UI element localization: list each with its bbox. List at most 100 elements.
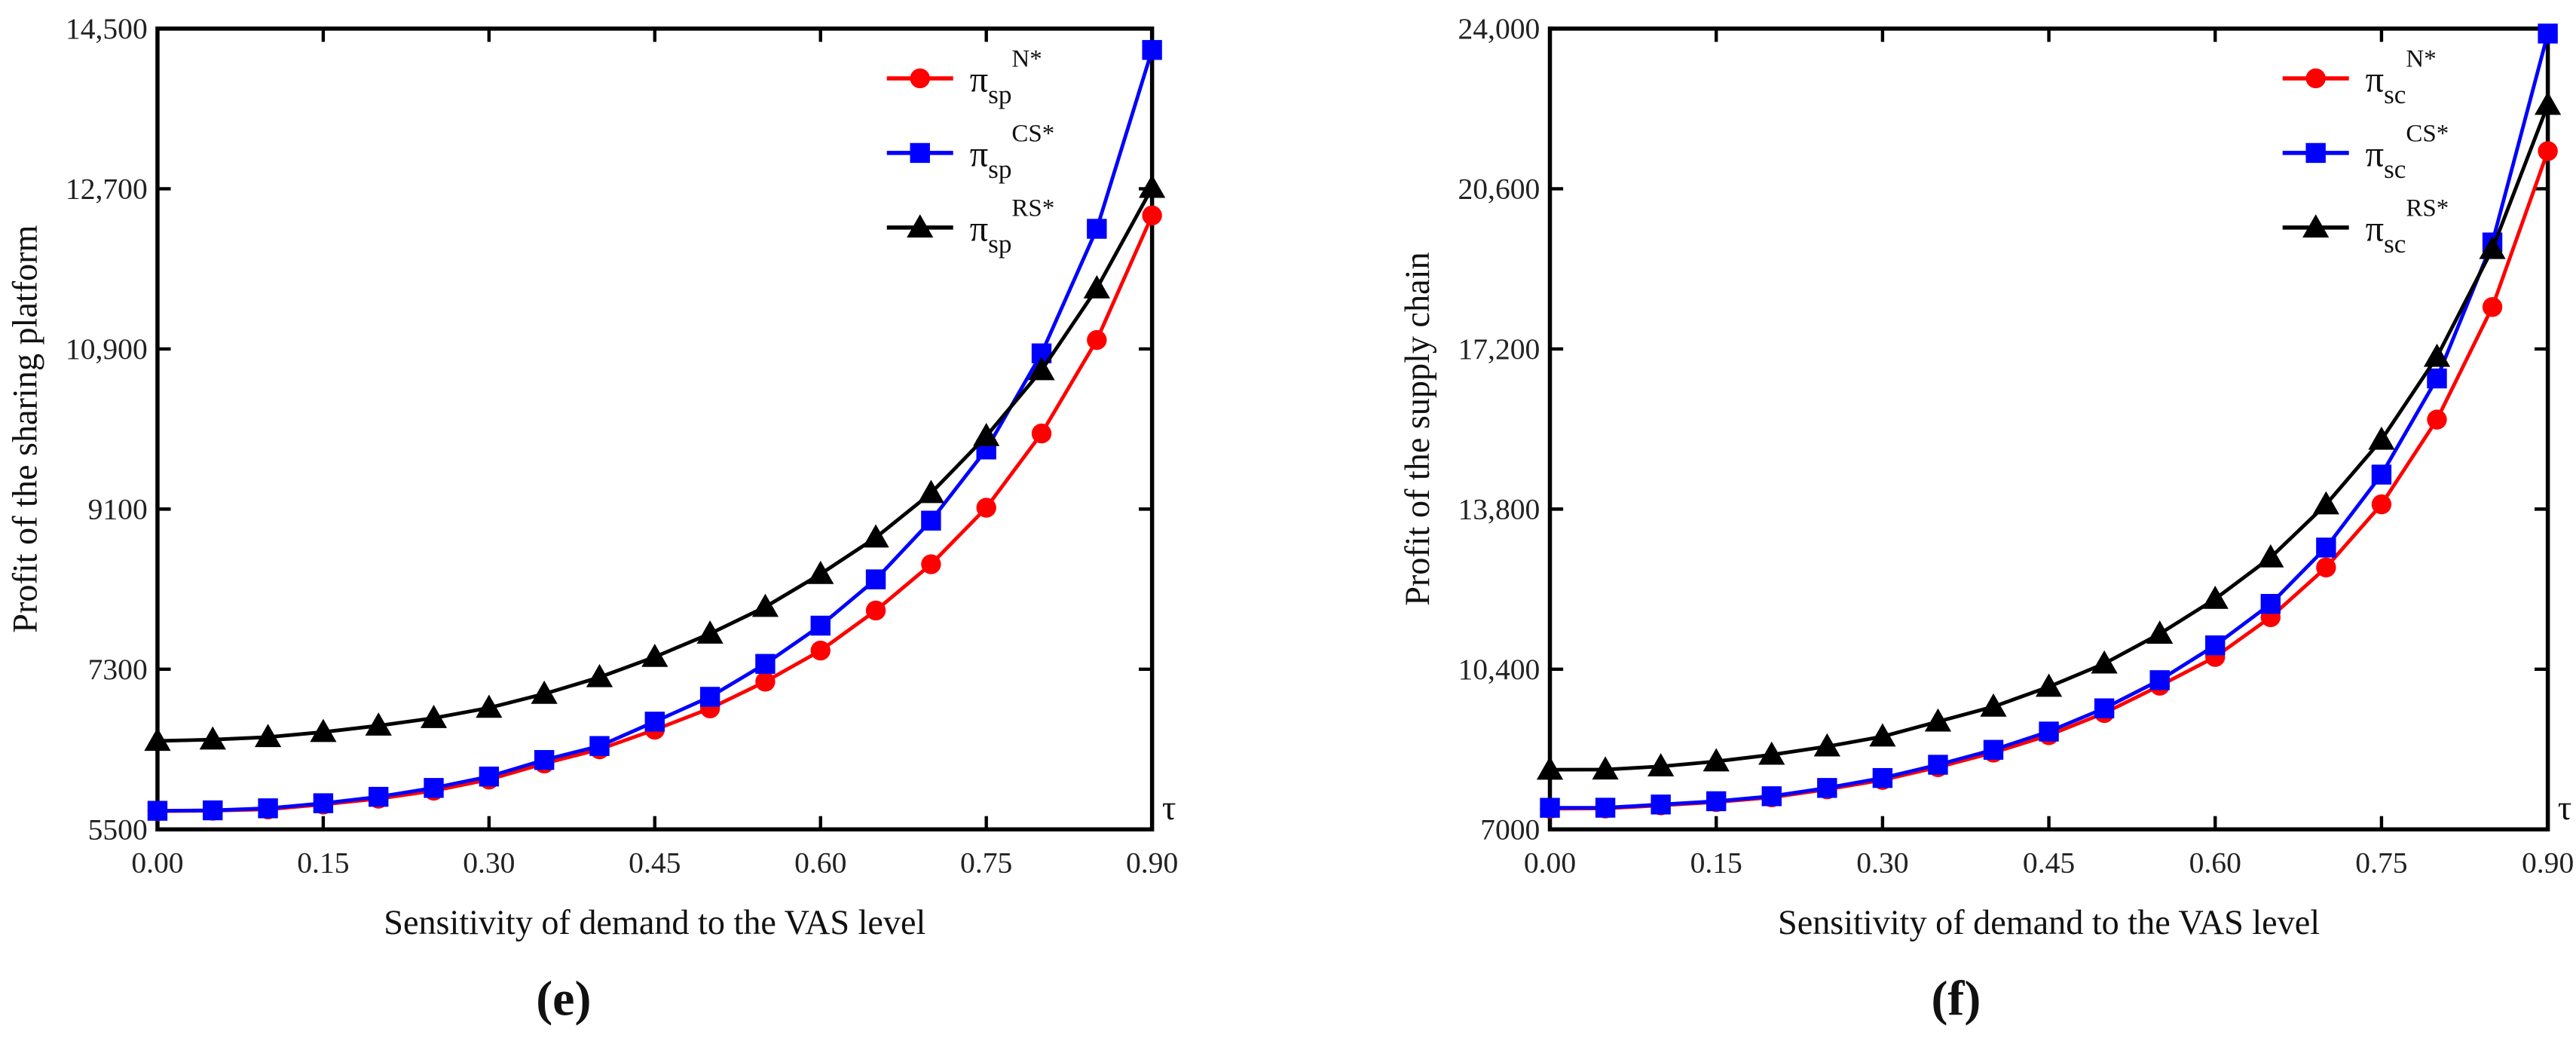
legend-base: π xyxy=(2366,209,2384,249)
legend-superscript: CS* xyxy=(2406,121,2449,148)
data-point-square xyxy=(1761,786,1782,807)
legend-item: πspN* xyxy=(886,46,1042,109)
data-point-triangle xyxy=(2479,235,2506,259)
y-tick-label: 9100 xyxy=(88,493,148,526)
data-point-triangle xyxy=(1647,753,1675,776)
data-point-triangle xyxy=(1980,693,2007,717)
x-tick-label: 0.75 xyxy=(960,846,1012,879)
legend-subscript: sp xyxy=(988,155,1011,184)
x-tick-label: 0.00 xyxy=(131,846,183,879)
data-point-circle xyxy=(2482,297,2503,317)
data-point-square xyxy=(313,793,334,813)
y-tick-label: 14,500 xyxy=(66,12,148,45)
data-point-square xyxy=(1817,778,1837,798)
x-tick-label: 0.75 xyxy=(2355,846,2407,879)
data-point-triangle xyxy=(1592,756,1619,780)
y-tick-label: 20,600 xyxy=(1458,173,1540,206)
data-point-square xyxy=(2427,368,2447,389)
data-point-square xyxy=(1595,797,1616,818)
x-axis-symbol: τ xyxy=(2558,788,2572,827)
data-point-circle xyxy=(921,554,941,574)
data-point-square xyxy=(921,510,941,531)
legend-marker-square xyxy=(2305,142,2326,164)
x-tick-label: 0.60 xyxy=(794,846,846,879)
data-point-square xyxy=(1706,791,1727,812)
data-point-circle xyxy=(976,497,996,518)
data-point-square xyxy=(755,654,776,674)
y-tick-label: 7300 xyxy=(88,653,148,686)
x-tick-label: 0.60 xyxy=(2189,846,2241,879)
data-point-circle xyxy=(865,600,886,621)
data-point-triangle xyxy=(365,712,392,736)
x-tick-label: 0.90 xyxy=(2522,846,2574,879)
legend-superscript: CS* xyxy=(1011,121,1054,148)
data-point-triangle xyxy=(531,680,558,704)
legend-item: πspRS* xyxy=(886,194,1054,259)
data-point-square xyxy=(2094,698,2115,718)
data-point-triangle xyxy=(1083,275,1110,298)
legend-base: π xyxy=(970,209,988,249)
y-axis-title: Profit of the sharing platform xyxy=(5,225,44,632)
data-point-square xyxy=(1142,40,1162,60)
figure-caption: (e) xyxy=(536,972,591,1027)
data-point-triangle xyxy=(2535,91,2562,115)
plot-frame xyxy=(1547,26,2550,832)
x-tick-label: 0.00 xyxy=(1524,846,1576,879)
legend-superscript: RS* xyxy=(2406,194,2449,222)
legend-base: π xyxy=(970,60,988,100)
legend-marker-triangle xyxy=(2302,214,2330,238)
data-point-square xyxy=(1540,797,1560,818)
data-point-triangle xyxy=(2146,620,2174,644)
x-tick-label: 0.30 xyxy=(1856,846,1908,879)
data-point-triangle xyxy=(1924,708,1952,732)
legend-label: πspN* xyxy=(970,46,1042,109)
series-line xyxy=(1550,104,2550,772)
x-tick-label: 0.45 xyxy=(2023,846,2075,879)
data-point-square xyxy=(2538,23,2558,44)
legend-item: πscN* xyxy=(2282,46,2437,109)
data-point-square xyxy=(810,615,831,636)
data-point-square xyxy=(424,778,444,798)
data-point-triangle xyxy=(973,422,1000,446)
data-point-square xyxy=(1872,767,1893,788)
data-point-square xyxy=(369,786,389,807)
x-tick-label: 0.15 xyxy=(1690,846,1742,879)
legend-item: πspCS* xyxy=(886,121,1055,184)
data-point-triangle xyxy=(696,620,724,644)
x-tick-label: 0.30 xyxy=(463,846,515,879)
data-point-triangle xyxy=(144,727,171,752)
data-point-square xyxy=(2260,593,2281,614)
y-tick-label: 10,400 xyxy=(1458,653,1540,686)
data-point-square xyxy=(644,712,665,732)
data-point-circle xyxy=(2427,409,2447,430)
data-point-square xyxy=(1651,794,1671,815)
data-point-square xyxy=(2371,464,2392,485)
legend-subscript: sc xyxy=(2384,229,2406,259)
data-point-triangle xyxy=(862,524,889,548)
data-point-circle xyxy=(2371,494,2392,515)
series-square xyxy=(1540,23,2558,818)
data-point-square xyxy=(1983,739,2004,760)
data-point-triangle xyxy=(2091,650,2118,674)
data-point-triangle xyxy=(807,560,834,584)
data-point-triangle xyxy=(2201,586,2229,609)
legend-superscript: N* xyxy=(1011,46,1042,73)
legend-label: πscRS* xyxy=(2366,194,2449,258)
legend-label: πspCS* xyxy=(970,121,1055,184)
data-point-triangle xyxy=(1869,723,1896,747)
legend-superscript: N* xyxy=(2406,46,2436,73)
data-point-triangle xyxy=(641,643,668,667)
legend-label: πscCS* xyxy=(2366,121,2449,184)
y-tick-label: 5500 xyxy=(88,813,148,846)
data-point-triangle xyxy=(2035,673,2063,697)
data-point-triangle xyxy=(420,705,448,728)
data-point-triangle xyxy=(917,479,944,504)
x-axis-title: Sensitivity of demand to the VAS level xyxy=(384,903,925,941)
data-point-square xyxy=(1087,219,1107,239)
legend-label: πscN* xyxy=(2366,46,2437,109)
data-point-circle xyxy=(1087,329,1107,351)
x-axis-symbol: τ xyxy=(1162,788,1176,827)
data-point-triangle xyxy=(254,724,282,748)
data-point-square xyxy=(2149,670,2170,690)
